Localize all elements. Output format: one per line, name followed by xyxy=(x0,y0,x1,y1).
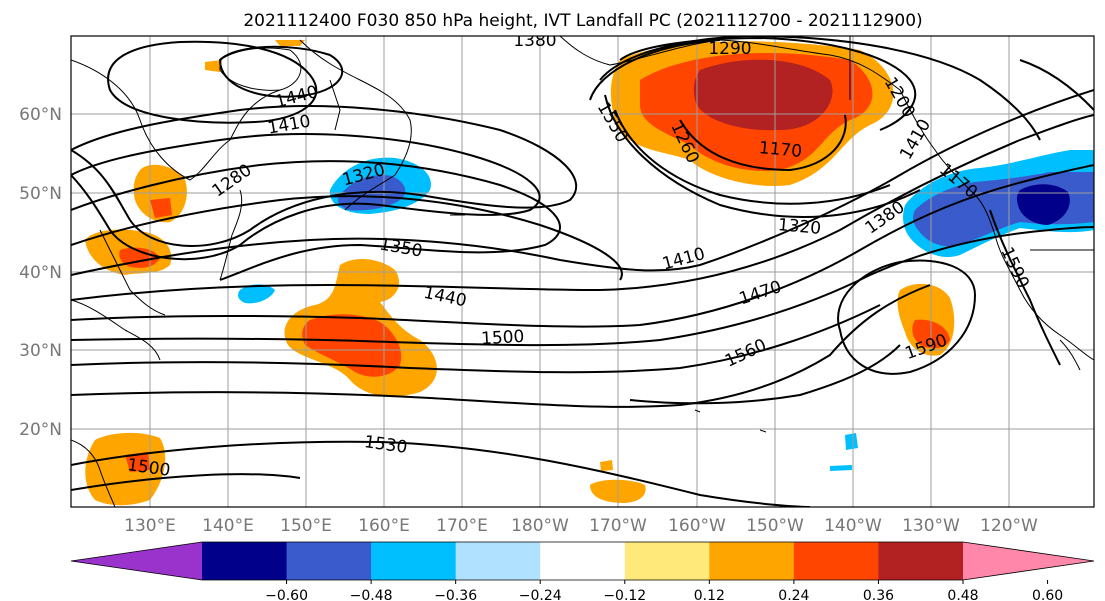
lat-labels: 60°N 50°N 40°N 30°N 20°N xyxy=(19,105,62,440)
height-contours xyxy=(71,36,1094,507)
colorbar-tick-label: −0.36 xyxy=(434,588,477,601)
colorbar-extend-low xyxy=(71,542,202,580)
lon-labels: 130°E 140°E 150°E 160°E 170°E 180°W 170°… xyxy=(124,516,1038,536)
lat-label: 60°N xyxy=(19,105,62,125)
colorbar-swatch xyxy=(793,542,879,580)
colorbar-tick-label: −0.24 xyxy=(519,588,562,601)
colorbar-tick-label: −0.60 xyxy=(265,588,308,601)
colorbar-swatch xyxy=(709,542,795,580)
lon-label: 140°W xyxy=(824,516,882,536)
colorbar-extend-high xyxy=(963,542,1094,580)
colorbar-swatch xyxy=(624,542,710,580)
lon-label: 160°W xyxy=(668,516,726,536)
colorbar-tick-label: 0.12 xyxy=(694,588,725,601)
lon-label: 150°E xyxy=(280,516,332,536)
contour-label: 1320 xyxy=(777,215,822,239)
lon-label: 140°E xyxy=(202,516,254,536)
colorbar-swatch xyxy=(455,542,541,580)
colorbar-outline xyxy=(70,541,1095,581)
lon-label: 130°E xyxy=(124,516,176,536)
lon-label: 180°W xyxy=(511,516,569,536)
colorbar-tick-label: −0.12 xyxy=(603,588,646,601)
lon-label: 120°W xyxy=(980,516,1038,536)
lon-label: 160°E xyxy=(358,516,410,536)
lon-label: 150°W xyxy=(746,516,804,536)
lat-label: 50°N xyxy=(19,184,62,204)
contour-label: 1500 xyxy=(481,327,525,349)
colorbar-tick-label: 0.60 xyxy=(1032,588,1063,601)
colorbar-swatch xyxy=(202,542,288,580)
lat-label: 30°N xyxy=(19,341,62,361)
lon-label: 170°W xyxy=(589,516,647,536)
colorbar-tick-label: 0.48 xyxy=(947,588,978,601)
contour-label: 1170 xyxy=(758,138,803,162)
colorbar-swatch xyxy=(371,542,457,580)
colorbar: −0.60 −0.48 −0.36 −0.24 −0.12 0.12 0.24 0.36 0.4… xyxy=(70,541,1095,601)
colorbar-tick-label: 0.36 xyxy=(863,588,894,601)
colorbar-swatch xyxy=(878,542,964,580)
lat-label: 20°N xyxy=(19,420,62,440)
lon-label: 130°W xyxy=(902,516,960,536)
colorbar-tick-label: 0.24 xyxy=(778,588,809,601)
colorbar-swatch xyxy=(540,542,626,580)
map-frame xyxy=(70,35,1095,508)
map-title: 2021112400 F030 850 hPa height, IVT Land… xyxy=(243,11,922,31)
colorbar-tick-label: −0.48 xyxy=(350,588,393,601)
contour-label: 1380 xyxy=(513,31,556,51)
lon-label: 170°E xyxy=(436,516,488,536)
lat-label: 40°N xyxy=(19,263,62,283)
graticule xyxy=(71,36,1094,507)
ivt-shading xyxy=(85,40,1094,506)
contour-label: 1290 xyxy=(708,39,751,59)
colorbar-swatch xyxy=(286,542,372,580)
